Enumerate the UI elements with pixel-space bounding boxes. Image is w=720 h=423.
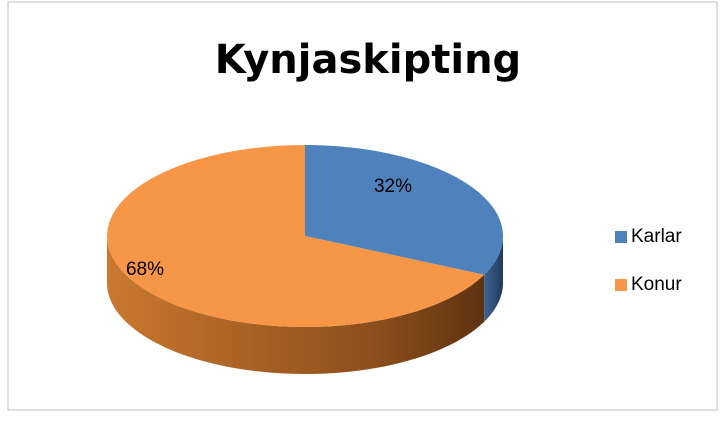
- pie-slice: [305, 145, 503, 275]
- legend-swatch: [615, 231, 627, 243]
- data-label: 68%: [126, 259, 164, 280]
- legend-swatch: [615, 279, 627, 291]
- pie-side: [107, 236, 485, 374]
- pie-side: [484, 236, 503, 322]
- legend-label: Konur: [631, 274, 682, 295]
- legend-label: Karlar: [631, 226, 682, 247]
- data-label: 32%: [374, 176, 412, 197]
- pie-slice: [107, 145, 485, 327]
- chart-title: Kynjaskipting: [215, 37, 521, 83]
